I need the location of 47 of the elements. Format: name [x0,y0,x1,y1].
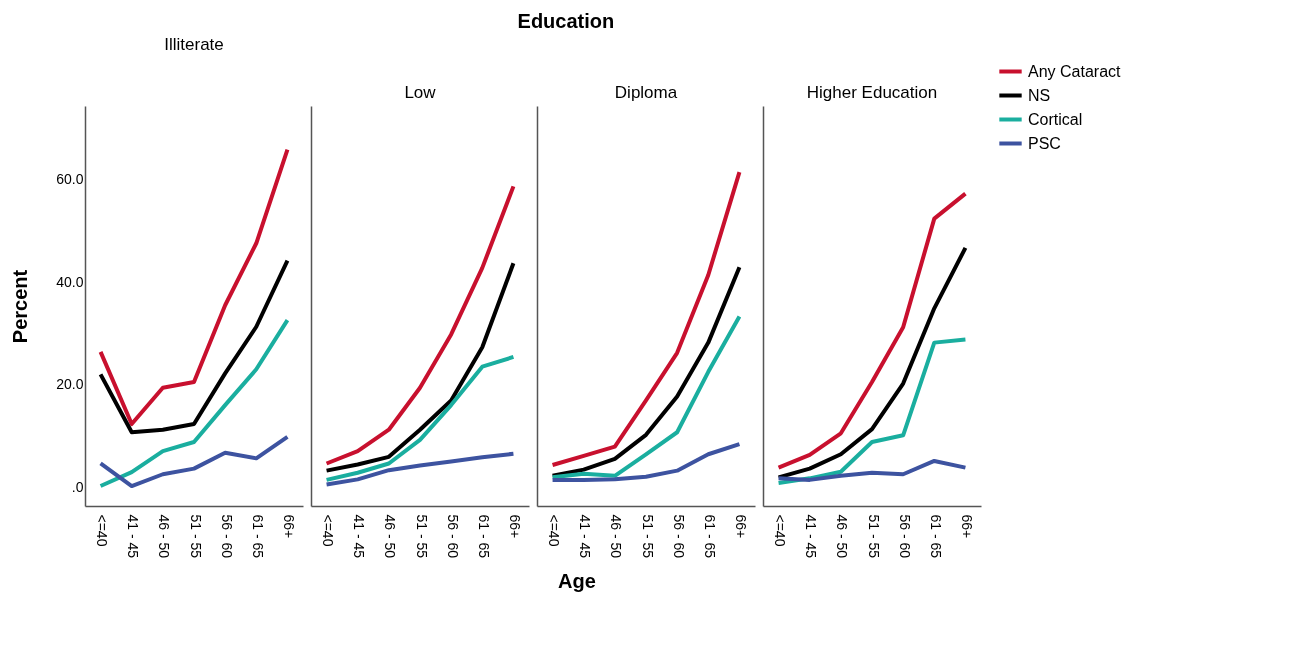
legend-label: PSC [1028,134,1061,152]
x-tick-label: <=40 [94,514,111,547]
x-tick-label: 66+ [280,514,297,539]
x-tick-label: 61 - 65 [701,514,718,559]
x-tick-label: 66+ [958,514,975,539]
x-tick-label: <=40 [772,514,789,547]
x-tick-label: 66+ [506,514,523,539]
legend-label: NS [1028,86,1051,104]
x-tick-label: 51 - 55 [865,514,882,559]
x-tick-label: 51 - 55 [639,514,656,559]
x-tick-label: <=40 [320,514,337,547]
line-series [98,434,290,489]
legend-label: Any Cataract [1028,62,1122,80]
text: Age [558,570,596,592]
chart-title: Higher Education [806,83,938,102]
line-series [98,318,290,489]
text: Education [517,10,615,32]
x-tick-label: 61 - 65 [927,514,944,559]
x-tick-label: <=40 [546,514,563,547]
x-tick-label: 41 - 45 [803,514,820,559]
x-tick-label: 46 - 50 [608,514,625,559]
x-tick-label: 41 - 45 [125,514,142,559]
chart-title: Diploma [614,83,678,102]
y-axis-title: Percent [9,269,32,344]
x-tick-label: 41 - 45 [577,514,594,559]
x-tick-label: 56 - 60 [896,514,913,559]
chart-title: Illiterate [164,35,224,54]
x-tick-label: 46 - 50 [834,514,851,559]
x-tick-label: 46 - 50 [156,514,173,559]
legend-label: Cortical [1028,110,1083,128]
x-tick-label: 56 - 60 [444,514,461,559]
x-tick-label: 51 - 55 [187,514,204,559]
line-series [98,258,290,435]
y-tick-label: .0 [71,478,84,495]
x-tick-label: 56 - 60 [670,514,687,559]
x-tick-label: 66+ [732,514,749,539]
x-tick-label: 61 - 65 [475,514,492,559]
x-tick-label: 61 - 65 [249,514,266,559]
x-tick-label: 46 - 50 [382,514,399,559]
x-tick-label: 56 - 60 [218,514,235,559]
chart-title: Low [404,83,437,102]
y-tick-label: 20.0 [56,376,84,393]
y-tick-label: 60.0 [56,171,84,188]
line-series [98,147,290,427]
x-tick-label: 51 - 55 [413,514,430,559]
x-tick-label: 41 - 45 [351,514,368,559]
y-tick-label: 40.0 [56,273,84,290]
